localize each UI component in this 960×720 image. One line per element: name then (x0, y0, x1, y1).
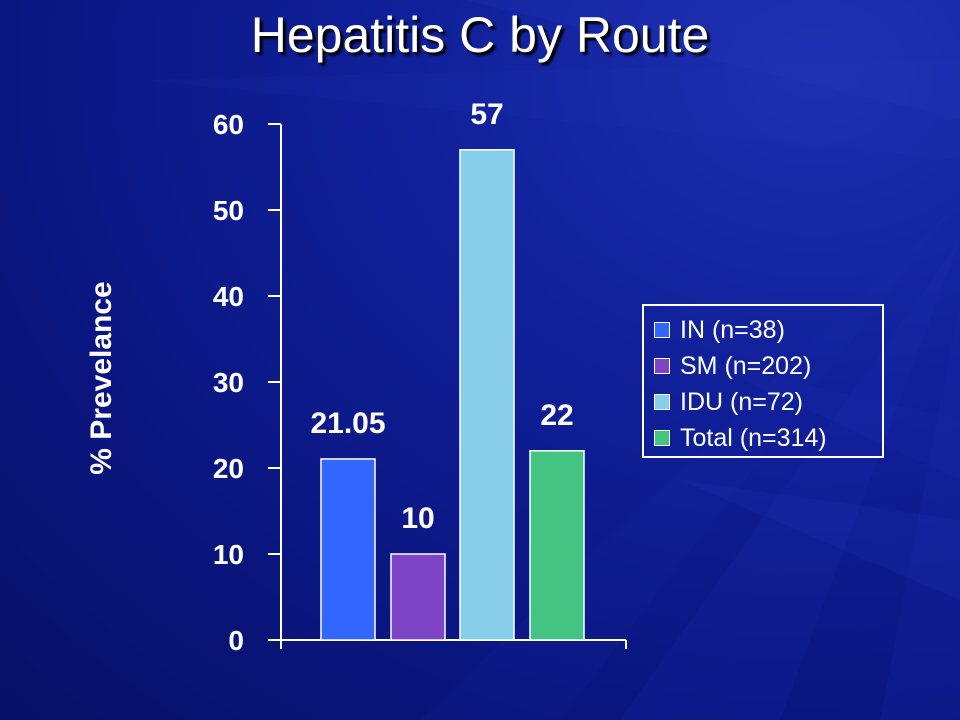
legend-swatch-sm (654, 358, 670, 374)
data-labels: 21.05 10 57 22 (310, 98, 573, 535)
y-tick-label: 0 (228, 625, 244, 656)
bar-idu (459, 149, 515, 641)
slide-title: Hepatitis C by Route (250, 7, 710, 63)
legend-label-in: IN (n=38) (680, 315, 785, 344)
legend-label-total: Total (n=314) (680, 423, 827, 452)
y-tick-label: 60 (213, 109, 244, 140)
data-label-sm: 10 (401, 502, 434, 535)
y-axis-title: % Prevelance (85, 281, 118, 474)
y-tick-label: 50 (213, 195, 244, 226)
legend-swatch-idu (654, 394, 670, 410)
legend-item-total: Total (n=314) (654, 420, 882, 456)
data-label-total: 22 (540, 399, 573, 432)
y-tick-label: 20 (213, 453, 244, 484)
data-label-idu: 57 (470, 98, 503, 131)
legend-item-idu: IDU (n=72) (654, 384, 882, 420)
legend-swatch-total (654, 430, 670, 446)
bars (320, 149, 585, 641)
bar-in (320, 458, 376, 641)
y-tick-label: 10 (213, 539, 244, 570)
y-tick-label: 40 (213, 281, 244, 312)
legend-swatch-in (654, 322, 670, 338)
chart-legend: IN (n=38) SM (n=202) IDU (n=72) Total (n… (642, 304, 884, 458)
legend-item-in: IN (n=38) (654, 312, 882, 348)
bar-total (529, 450, 585, 641)
bar-sm (390, 553, 446, 641)
legend-label-idu: IDU (n=72) (680, 387, 803, 416)
legend-item-sm: SM (n=202) (654, 348, 882, 384)
y-tick-label: 30 (213, 367, 244, 398)
data-label-in: 21.05 (310, 407, 385, 440)
legend-label-sm: SM (n=202) (680, 351, 812, 380)
